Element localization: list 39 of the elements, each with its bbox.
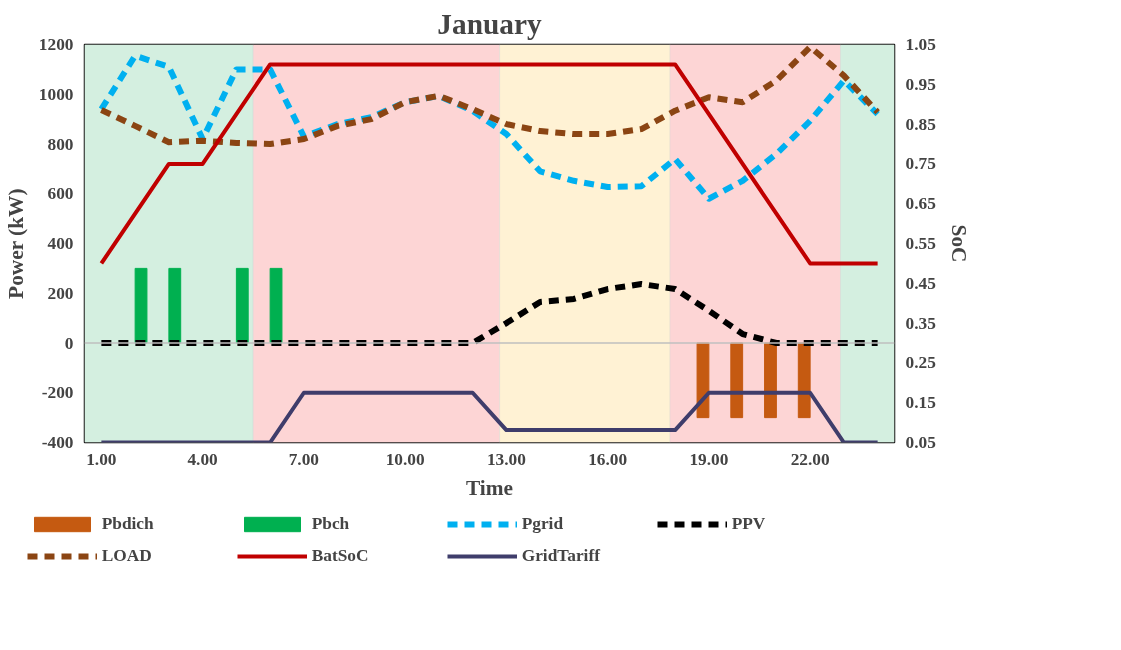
y-tick-label: -200 <box>41 383 74 403</box>
legend-label: Pgrid <box>521 514 565 534</box>
x-tick-label: 10.00 <box>385 449 425 469</box>
x-tick-label: 4.00 <box>187 449 218 469</box>
y-tick-label: -400 <box>41 433 74 452</box>
y2-tick-label: 1.05 <box>905 35 937 54</box>
chart-title: January <box>437 7 542 40</box>
y2-tick-label: 0.95 <box>905 74 937 94</box>
y2-tick-label: 0.85 <box>905 114 937 134</box>
legend-label: BatSoC <box>311 546 370 566</box>
y2-tick-label: 0.05 <box>905 433 937 452</box>
x-tick-label: 13.00 <box>486 449 526 469</box>
y2-tick-label: 0.15 <box>905 393 937 413</box>
y-axis-title: Power (kW) <box>3 188 28 299</box>
y-tick-label: 800 <box>47 134 74 154</box>
x-axis-title: Time <box>466 475 513 500</box>
y-tick-label: 400 <box>47 234 74 253</box>
x-tick-label: 7.00 <box>288 449 320 469</box>
y2-tick-label: 0.75 <box>905 154 937 174</box>
y2-tick-label: 0.25 <box>905 353 937 373</box>
legend-label: GridTariff <box>521 546 602 566</box>
legend-label: Pbch <box>311 514 351 534</box>
x-tick-label: 16.00 <box>588 449 628 469</box>
y2-axis-title: SoC <box>946 224 971 263</box>
legend-label: LOAD <box>101 546 153 566</box>
y2-tick-label: 0.55 <box>905 234 937 253</box>
y2-tick-label: 0.35 <box>905 313 937 333</box>
y2-tick-label: 0.45 <box>905 273 937 293</box>
legend-label: Pbdich <box>101 514 155 534</box>
legend-label: PPV <box>731 514 767 534</box>
x-tick-label: 19.00 <box>689 449 729 469</box>
y-tick-label: 1200 <box>38 35 74 54</box>
y-tick-label: 1000 <box>38 84 74 104</box>
y-tick-label: 0 <box>64 333 74 353</box>
x-tick-label: 1.00 <box>86 449 117 469</box>
y-tick-label: 200 <box>47 283 74 303</box>
y-tick-label: 600 <box>47 184 74 204</box>
x-tick-label: 22.00 <box>790 449 830 469</box>
y2-tick-label: 0.65 <box>905 194 937 214</box>
